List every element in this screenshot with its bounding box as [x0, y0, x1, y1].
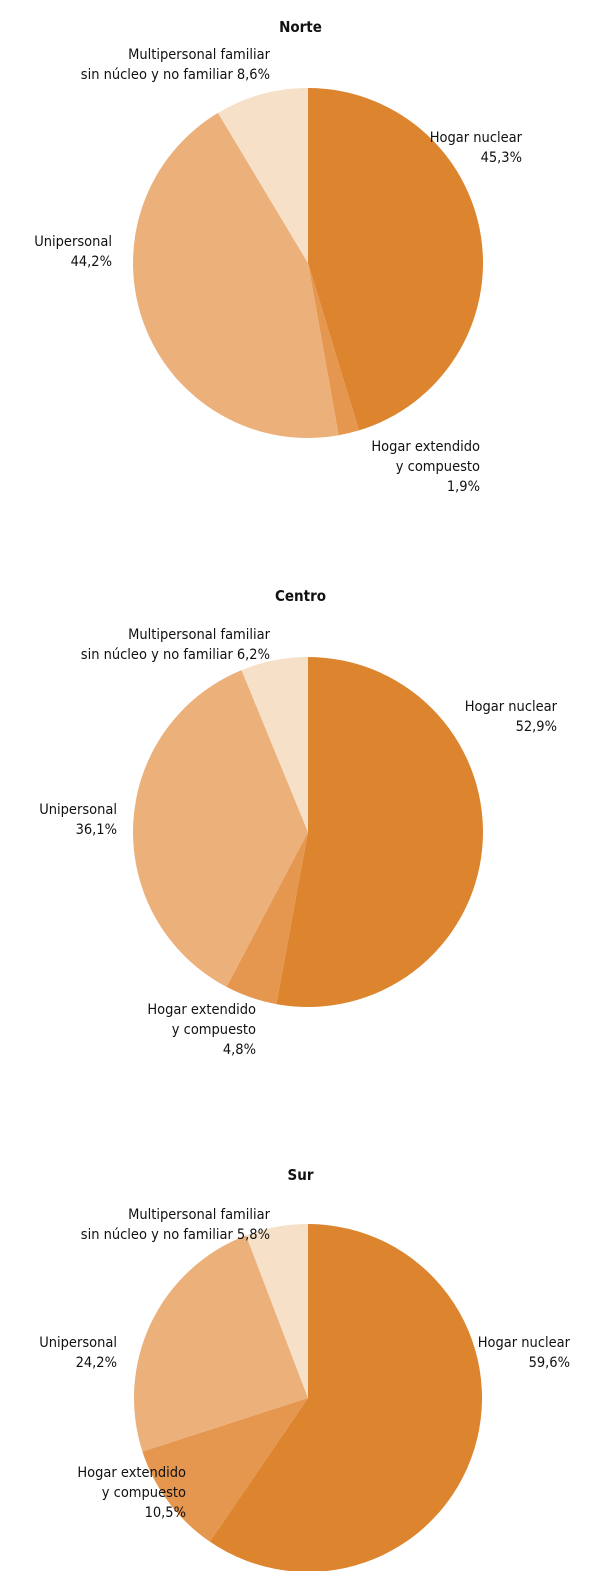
category-label: Unipersonal — [34, 234, 112, 250]
pie-slice — [246, 1224, 308, 1398]
chart-title: Centro — [274, 587, 327, 605]
pie-slice — [276, 657, 483, 1007]
pie-slice — [241, 657, 308, 832]
value-label: 1,9% — [446, 479, 480, 495]
category-label: Multipersonal familiar sin núcleo y no f… — [80, 627, 270, 663]
slice-label: Unipersonal 24,2% — [0, 1333, 117, 1373]
value-label: 45,3% — [480, 150, 522, 166]
category-label: Unipersonal — [39, 802, 117, 818]
pie-slice — [308, 263, 359, 436]
pie-slice — [133, 1235, 308, 1452]
slice-label: Hogar extendido y compuesto 1,9% — [180, 437, 480, 497]
pie-slice — [142, 1398, 308, 1542]
value-label: 36,1% — [75, 822, 117, 838]
pie-slice — [133, 670, 308, 987]
pie-slice — [226, 832, 308, 1005]
value-label: 8,6% — [236, 67, 270, 83]
value-label: 44,2% — [70, 254, 112, 270]
slice-label: Unipersonal 44,2% — [0, 232, 112, 272]
category-label: Hogar extendido y compuesto — [147, 1002, 256, 1038]
category-label: Unipersonal — [39, 1335, 117, 1351]
slice-label: Hogar nuclear 52,9% — [257, 697, 557, 737]
category-label: Multipersonal familiar sin núcleo y no f… — [80, 1207, 270, 1243]
category-label: Hogar nuclear — [477, 1335, 570, 1351]
category-label: Multipersonal familiar sin núcleo y no f… — [80, 47, 270, 83]
pie-slice — [308, 88, 483, 431]
chart-title: Norte — [279, 18, 322, 36]
value-label: 5,8% — [236, 1227, 270, 1243]
value-label: 52,9% — [515, 719, 557, 735]
pie-slice — [132, 112, 339, 439]
pie-slice — [209, 1224, 482, 1571]
slice-label: Unipersonal 36,1% — [0, 800, 117, 840]
slice-label: Multipersonal familiar sin núcleo y no f… — [0, 1205, 270, 1245]
slice-label: Hogar nuclear 59,6% — [270, 1333, 570, 1373]
chart-title: Sur — [287, 1166, 314, 1184]
value-label: 6,2% — [236, 647, 270, 663]
slice-label: Hogar extendido y compuesto 10,5% — [0, 1463, 186, 1523]
slice-label: Hogar nuclear 45,3% — [222, 128, 522, 168]
category-label: Hogar nuclear — [464, 699, 557, 715]
slice-label: Multipersonal familiar sin núcleo y no f… — [0, 625, 270, 665]
slice-label: Multipersonal familiar sin núcleo y no f… — [0, 45, 270, 85]
value-label: 59,6% — [528, 1355, 570, 1371]
slice-label: Hogar extendido y compuesto 4,8% — [0, 1000, 256, 1060]
category-label: Hogar extendido y compuesto — [77, 1465, 186, 1501]
value-label: 24,2% — [75, 1355, 117, 1371]
category-label: Hogar extendido y compuesto — [371, 439, 480, 475]
value-label: 10,5% — [144, 1505, 186, 1521]
category-label: Hogar nuclear — [429, 130, 522, 146]
value-label: 4,8% — [222, 1042, 256, 1058]
pie-slice — [217, 88, 308, 263]
